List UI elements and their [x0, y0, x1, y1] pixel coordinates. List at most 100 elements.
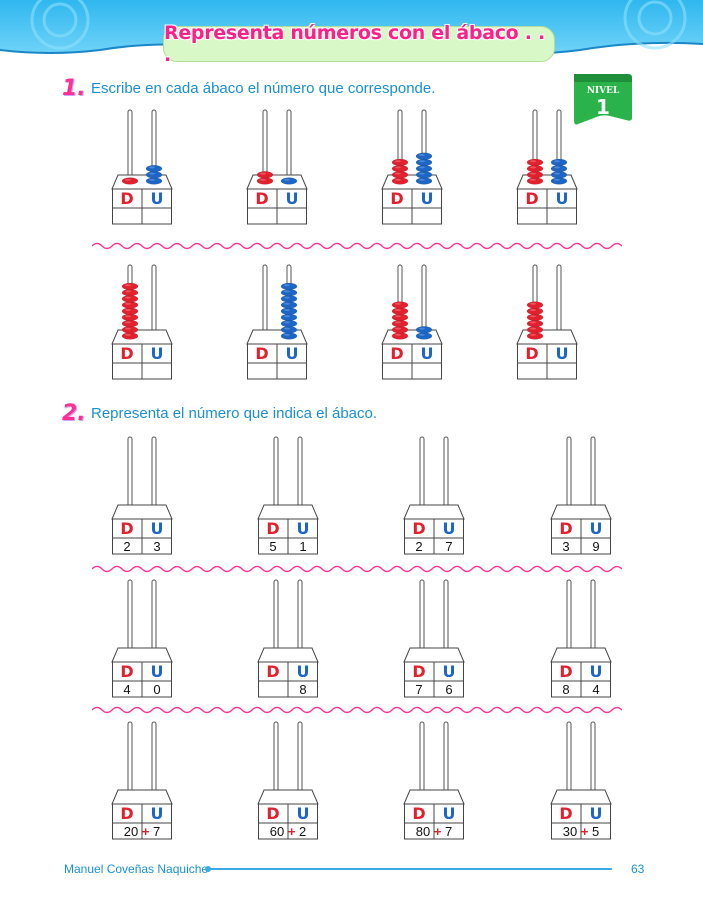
- abacus-rod-tens: [566, 721, 572, 801]
- units-label: U: [296, 519, 310, 538]
- footer-author: Manuel Coveñas Naquiche: [64, 862, 209, 876]
- tens-label: D: [525, 344, 539, 363]
- tens-label: D: [120, 189, 134, 208]
- sum-tens: 60: [269, 824, 285, 839]
- bead-tens: [526, 326, 544, 334]
- sum-tens: 20: [123, 824, 139, 839]
- bead-tens: [391, 319, 409, 328]
- units-label: U: [555, 189, 569, 208]
- bead-tens: [256, 171, 274, 179]
- answer-field[interactable]: [517, 363, 577, 380]
- units-label: U: [589, 662, 603, 681]
- tens-digit: [258, 681, 288, 698]
- bead-tens: [526, 319, 544, 328]
- abacus-rod-units: [443, 721, 449, 801]
- abacus-number-value: 30 + 5: [551, 823, 611, 840]
- abacus-frame: [550, 721, 612, 840]
- tens-label: D: [412, 519, 426, 538]
- abacus-frame: [403, 436, 465, 555]
- abacus-base-top: [516, 329, 578, 345]
- tens-label: D: [120, 804, 134, 823]
- bead-units: [280, 319, 298, 328]
- bead-units: [280, 313, 298, 322]
- units-label: U: [589, 804, 603, 823]
- tens-digit: 4: [123, 682, 131, 697]
- plus-sign: +: [141, 824, 150, 839]
- bead-units: [415, 164, 433, 173]
- bead-tens: [121, 313, 139, 322]
- units-digit: 8: [299, 682, 307, 697]
- abacus-rod-tens: [419, 579, 425, 659]
- answer-field[interactable]: [517, 208, 577, 225]
- bead-tens: [391, 326, 409, 334]
- wavy-divider: [92, 706, 622, 714]
- units-label: U: [420, 189, 434, 208]
- abacus-frame: [516, 109, 578, 225]
- abacus-base-top: [550, 504, 612, 520]
- abacus-frame: [403, 579, 465, 698]
- abacus-rod-tens: [127, 436, 133, 516]
- answer-field[interactable]: [382, 363, 442, 380]
- page-number: 63: [631, 862, 645, 876]
- abacus-base-top: [403, 647, 465, 663]
- abacus-rod-units: [297, 579, 303, 659]
- answer-field[interactable]: [382, 208, 442, 225]
- sum-units: 2: [299, 824, 307, 839]
- abacus-number-value: 8: [258, 681, 318, 698]
- abacus-base-top: [246, 329, 308, 345]
- abacus-rod-tens: [419, 721, 425, 801]
- tens-label: D: [120, 344, 134, 363]
- abacus-base-top: [381, 174, 443, 190]
- answer-field[interactable]: [247, 208, 307, 225]
- units-label: U: [442, 804, 456, 823]
- abacus-rod-units: [590, 721, 596, 801]
- abacus-rod-units: [590, 436, 596, 516]
- bead-units: [280, 332, 298, 340]
- abacus-rod-tens: [127, 721, 133, 801]
- abacus-rod-tens: [566, 579, 572, 659]
- abacus-rod-tens: [127, 579, 133, 659]
- abacus-frame: [111, 579, 173, 698]
- bead-units: [280, 177, 298, 185]
- bead-tens: [526, 158, 544, 167]
- tens-label: D: [525, 189, 539, 208]
- answer-field[interactable]: [247, 363, 307, 380]
- answer-field[interactable]: [112, 363, 172, 380]
- bead-tens: [526, 307, 544, 315]
- abacus: D U 20 + 7: [111, 721, 173, 840]
- abacus-base-top: [257, 789, 319, 805]
- abacus-rod-units: [151, 264, 157, 341]
- tens-label: D: [559, 662, 573, 681]
- tens-digit: 8: [562, 682, 570, 697]
- bead-units: [415, 158, 433, 167]
- answer-field[interactable]: [112, 208, 172, 225]
- bead-units: [415, 332, 433, 340]
- sum-units: 5: [592, 824, 600, 839]
- bead-tens: [526, 171, 544, 179]
- abacus-frame: [550, 436, 612, 555]
- units-label: U: [420, 344, 434, 363]
- abacus-rod-units: [556, 264, 562, 341]
- wavy-divider: [92, 565, 622, 573]
- bead-units: [550, 171, 568, 179]
- abacus-frame: [246, 264, 308, 380]
- abacus-base-top: [550, 789, 612, 805]
- units-digit: 4: [592, 682, 600, 697]
- bead-tens: [526, 313, 544, 322]
- units-label: U: [150, 344, 164, 363]
- bead-tens: [121, 177, 139, 185]
- abacus-base-top: [111, 504, 173, 520]
- bead-tens: [391, 171, 409, 179]
- abacus-sum: 20 + 7: [112, 823, 172, 840]
- units-label: U: [296, 804, 310, 823]
- exercise-2-number: 2.: [62, 401, 86, 426]
